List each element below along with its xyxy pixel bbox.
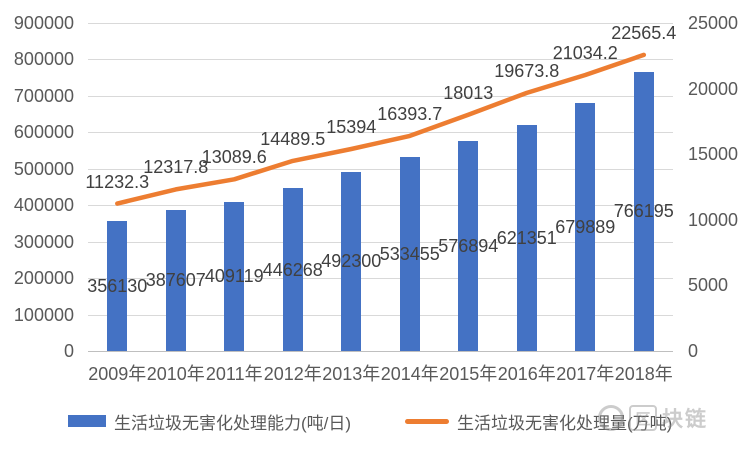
- bar-series-swatch-icon: [68, 415, 106, 427]
- x-axis-category-label: 2013年: [322, 364, 381, 384]
- legend: 生活垃圾无害化处理能力(吨/日) 生活垃圾无害化处理量(万吨): [0, 408, 750, 440]
- right-axis-tick-label: 15000: [688, 144, 739, 165]
- line-data-label: 21034.2: [552, 43, 618, 64]
- bar-data-label: 576894: [438, 235, 499, 256]
- left-axis-tick-label: 100000: [13, 304, 74, 325]
- line-data-label: 13089.6: [201, 147, 267, 168]
- bar: [399, 156, 420, 351]
- bar: [107, 221, 128, 351]
- left-axis-tick-label: 500000: [13, 158, 74, 179]
- bar-data-label: 492300: [321, 251, 382, 272]
- left-axis-tick-label: 400000: [13, 195, 74, 216]
- x-axis-category-label: 2018年: [614, 364, 673, 384]
- gridline: [88, 278, 673, 280]
- gridline: [88, 205, 673, 207]
- x-axis-category-label: 2011年: [205, 364, 263, 384]
- bar: [224, 201, 245, 351]
- x-axis-category-label: 2010年: [146, 364, 205, 384]
- bar-data-label: 621351: [496, 227, 557, 248]
- bar-data-label: 679889: [555, 217, 616, 238]
- bar-series-label: 生活垃圾无害化处理能力(吨/日): [114, 413, 352, 433]
- legend-item-line-series: 生活垃圾无害化处理量(万吨): [405, 408, 672, 434]
- x-axis-category-label: 2009年: [88, 364, 147, 384]
- bar: [575, 103, 596, 351]
- left-axis-tick-label: 800000: [13, 49, 74, 70]
- x-axis-category-label: 2014年: [380, 364, 439, 384]
- bar-data-label: 356130: [87, 276, 148, 297]
- gridline: [88, 95, 673, 97]
- left-axis-tick-label: 700000: [13, 85, 74, 106]
- line-series: [115, 52, 647, 206]
- plot-area: 356130 387607 409119 446268 492300 533455 5768…: [85, 22, 677, 352]
- bar-data-label: 766195: [613, 201, 674, 222]
- bar-data-label: 446268: [262, 259, 323, 280]
- gridline: [88, 168, 673, 170]
- left-axis-tick-label: 200000: [13, 268, 74, 289]
- line-data-label: 16393.7: [377, 103, 443, 124]
- bar: [282, 188, 303, 351]
- bar: [458, 140, 479, 351]
- right-axis-tick-label: 5000: [688, 275, 729, 296]
- gridline: [88, 132, 673, 134]
- x-axis-category-label: 2016年: [497, 364, 556, 384]
- left-axis-tick-label: 300000: [13, 231, 74, 252]
- bar: [633, 71, 654, 351]
- line-data-label: 11232.3: [85, 171, 150, 192]
- right-axis-tick-label: 0: [688, 341, 699, 361]
- bar: [165, 209, 186, 351]
- gridline: [88, 241, 673, 243]
- gridline: [88, 23, 673, 24]
- x-axis-category-label: 2015年: [439, 364, 498, 384]
- left-axis-tick-label: 0: [63, 341, 74, 361]
- line-data-label: 12317.8: [143, 157, 209, 178]
- line-data-label: 22565.4: [611, 22, 677, 43]
- x-axis-category-label: 2012年: [263, 364, 322, 384]
- bar-data-label: 533455: [379, 243, 440, 264]
- bar: [341, 171, 362, 351]
- line-series-label: 生活垃圾无害化处理量(万吨): [457, 413, 673, 433]
- gridline: [88, 59, 673, 61]
- right-axis-tick-label: 20000: [688, 78, 739, 99]
- x-axis-category-label: 2017年: [556, 364, 615, 384]
- line-series-swatch-icon: [405, 418, 449, 424]
- bar-data-label: 409119: [204, 266, 264, 287]
- gridline: [88, 314, 673, 316]
- right-axis-tick-label: 25000: [688, 13, 739, 33]
- left-axis-tick-label: 600000: [13, 122, 74, 143]
- legend-item-bar-series: 生活垃圾无害化处理能力(吨/日): [68, 408, 351, 434]
- line-data-label: 18013: [443, 82, 494, 103]
- line-data-label: 15394: [326, 117, 377, 138]
- line-data-label: 19673.8: [494, 60, 560, 81]
- right-axis-tick-label: 10000: [688, 209, 739, 230]
- bar-data-label: 387607: [145, 270, 206, 291]
- bar: [516, 124, 537, 351]
- line-data-label: 14489.5: [260, 128, 326, 149]
- left-axis-tick-label: 900000: [13, 13, 74, 33]
